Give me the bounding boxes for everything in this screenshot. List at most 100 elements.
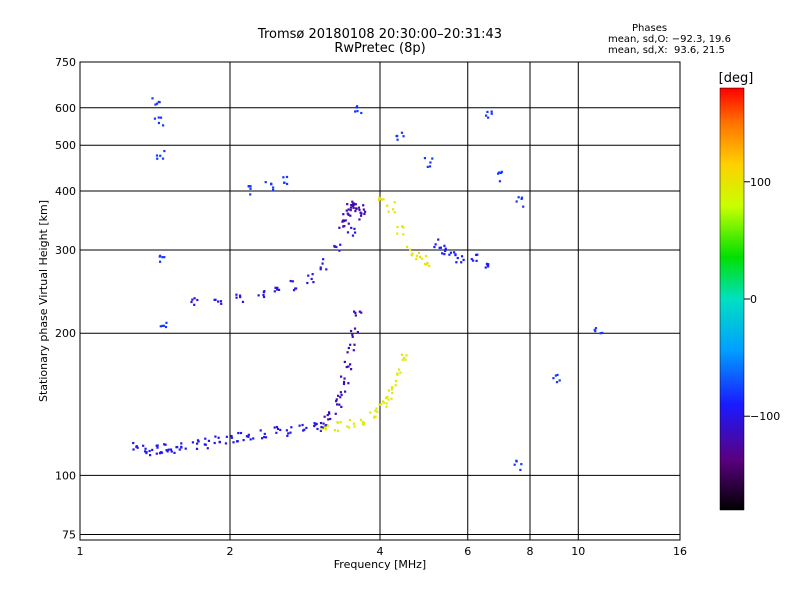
data-point [515,460,518,463]
data-point [190,300,193,304]
data-point [400,353,404,356]
data-point [285,182,289,186]
data-point [402,135,405,138]
data-point [349,343,352,346]
data-point [142,444,145,447]
data-point [247,433,250,436]
data-point [425,263,428,266]
data-point [136,446,139,449]
data-point [351,234,355,237]
data-point [354,209,357,213]
x-tick-label: 1 [77,545,84,558]
data-point [206,447,209,450]
chart-subtitle: RwPretec (8p) [334,41,426,56]
data-point [347,346,350,350]
data-point [448,253,451,256]
data-point [347,208,350,211]
data-point [279,428,282,432]
data-point [391,391,394,395]
data-point [593,328,596,331]
data-point [310,277,313,281]
colorbar [719,87,745,511]
data-point [599,332,602,335]
data-point [340,405,343,409]
data-point [358,310,361,313]
data-point [519,468,522,472]
colorbar-label: [deg] [719,71,754,86]
data-point [475,259,478,262]
data-point [257,294,260,297]
data-point [344,390,347,393]
data-point [169,448,173,451]
data-point [382,401,386,404]
data-point [395,135,398,138]
data-point [178,448,181,451]
data-point [349,209,352,212]
data-point [157,116,160,119]
y-tick-label: 75 [62,528,76,541]
data-point [403,356,406,360]
data-point [173,451,176,454]
data-point [399,371,402,374]
data-point [456,256,459,260]
data-point [166,450,169,453]
data-point [429,161,432,164]
data-point [356,330,359,334]
data-point [594,327,598,330]
data-point [393,211,396,214]
data-point [517,196,520,199]
phases-mean-o: mean, sd,O: −92.3, 19.6 [608,34,731,45]
x-axis: 1 2 4 6 8 10 16 [77,545,688,558]
data-point [196,298,199,302]
colorbar-tick-label: −100 [750,410,780,423]
data-point [320,428,323,431]
data-point [175,446,178,449]
data-point [151,448,154,452]
data-point [347,222,350,225]
data-point [358,218,361,221]
data-point [387,389,391,392]
data-point [378,196,381,199]
data-point [242,438,245,442]
data-point [486,110,489,114]
data-point [252,437,255,440]
data-point [558,379,561,382]
data-point [352,310,356,313]
data-point [135,445,138,448]
data-point [377,198,380,202]
data-point [325,268,328,271]
data-point [342,213,345,216]
data-point [132,448,135,451]
data-point [145,451,148,454]
data-point [157,121,161,125]
data-point [485,262,489,265]
data-point [380,198,384,201]
data-point [193,303,196,306]
data-point [431,157,434,160]
data-point [428,264,431,267]
data-point [249,185,252,188]
data-point [385,405,388,408]
data-point [449,251,453,254]
y-axis-label: Stationary phase Virtual Height [km] [37,200,50,402]
colorbar-tick-label: 0 [750,293,757,306]
data-point [164,443,167,446]
data-point [335,400,338,403]
data-point [347,365,350,368]
data-point [401,358,404,361]
data-point [594,330,597,333]
data-point [165,449,168,452]
data-point [441,252,444,255]
data-point [241,300,245,304]
data-point [319,266,322,269]
data-point [426,165,429,168]
data-point [552,377,555,380]
data-point [338,226,341,229]
data-point [338,403,341,406]
data-point [374,409,377,412]
phases-mean-x: mean, sd,X: 93.6, 21.5 [608,45,725,56]
data-point [356,110,359,113]
data-point [400,131,404,134]
data-point [158,260,162,263]
data-point [165,321,168,324]
